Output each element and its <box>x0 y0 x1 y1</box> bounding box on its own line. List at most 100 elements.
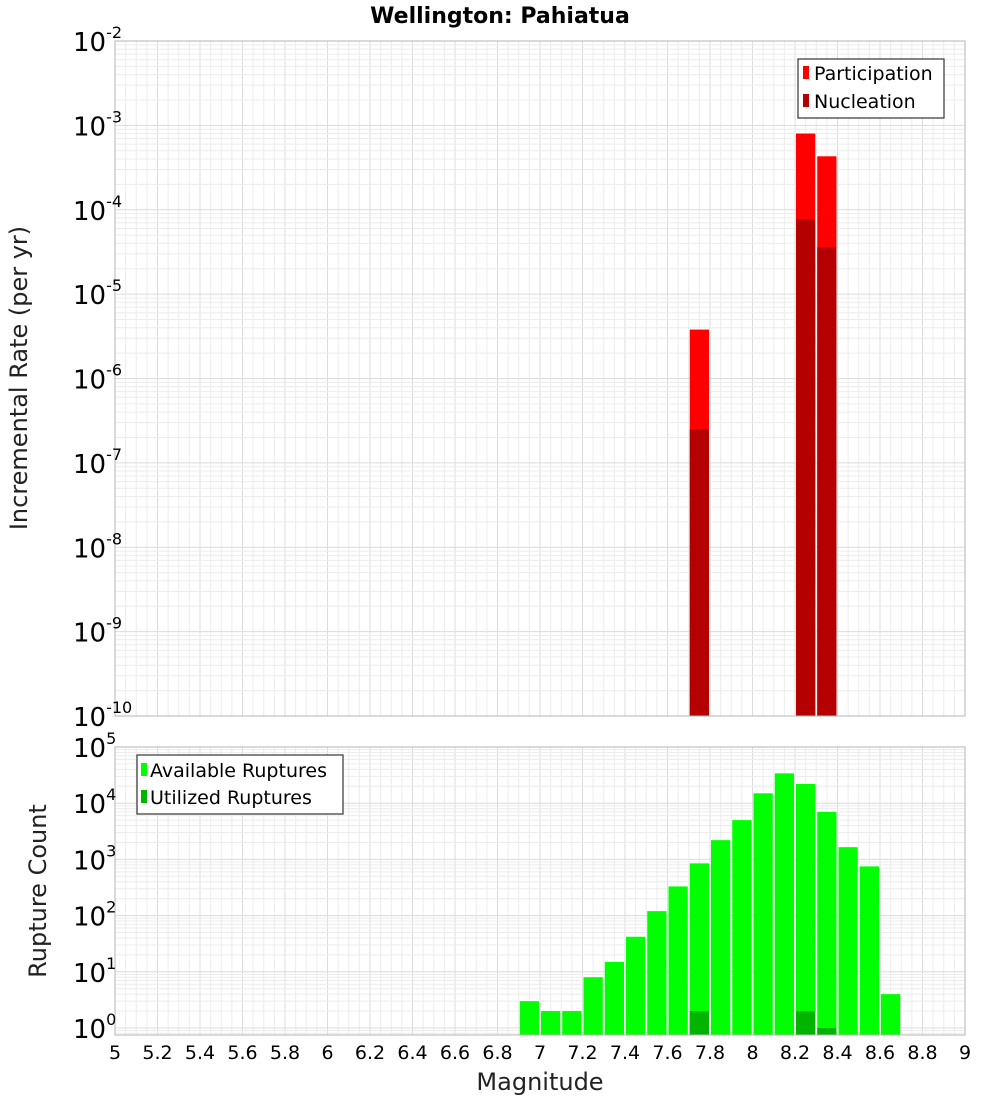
y-tick-base: 10 <box>73 450 106 480</box>
y-tick-exponent: -3 <box>106 107 122 126</box>
available-ruptures-bar <box>583 977 603 1035</box>
y-tick-base: 10 <box>73 959 106 989</box>
y-tick-base: 10 <box>73 534 106 564</box>
count-y-tick-label: 101 <box>73 954 116 989</box>
rate-y-ticks: 10-210-310-410-510-610-710-810-910-10 <box>73 23 132 733</box>
x-tick-label: 8.2 <box>780 1042 810 1064</box>
x-tick-label: 7.2 <box>567 1042 597 1064</box>
y-tick-exponent: -8 <box>106 529 122 548</box>
y-tick-exponent: 0 <box>106 1010 116 1029</box>
count-bars <box>519 773 901 1035</box>
available-ruptures-bar <box>541 1011 561 1035</box>
nucleation-bar <box>817 247 837 716</box>
available-ruptures-bar <box>647 911 667 1035</box>
y-tick-exponent: 4 <box>106 785 116 804</box>
x-tick-label: 7.4 <box>610 1042 640 1064</box>
y-tick-exponent: 5 <box>106 729 116 748</box>
available-ruptures-bar <box>689 863 709 1035</box>
y-tick-base: 10 <box>73 619 106 649</box>
chart-title: Wellington: Pahiatua <box>370 4 630 29</box>
rate-y-tick-label: 10-3 <box>73 107 122 142</box>
available-ruptures-bar <box>732 820 752 1035</box>
x-axis-label: Magnitude <box>476 1068 603 1096</box>
available-ruptures-bar <box>774 773 794 1035</box>
rate-legend-box <box>797 58 945 119</box>
rate-y-tick-label: 10-2 <box>73 23 122 58</box>
rate-y-tick-label: 10-5 <box>73 276 122 311</box>
count-y-axis-label: Rupture Count <box>24 804 52 978</box>
utilized-ruptures-bar <box>689 1011 709 1035</box>
rate-plot-frame <box>114 40 966 717</box>
x-tick-label: 7 <box>534 1042 546 1064</box>
y-tick-base: 10 <box>73 703 106 733</box>
rate-y-tick-label: 10-10 <box>73 698 132 733</box>
rate-y-tick-label: 10-4 <box>73 192 122 227</box>
y-tick-base: 10 <box>73 281 106 311</box>
y-tick-exponent: 2 <box>106 898 116 917</box>
y-tick-base: 10 <box>73 197 106 227</box>
available-ruptures-bar <box>859 866 879 1035</box>
x-tick-label: 6.4 <box>397 1042 427 1064</box>
x-tick-label: 8.4 <box>822 1042 852 1064</box>
available-ruptures-bar <box>753 793 773 1035</box>
available-ruptures-bar <box>881 994 901 1035</box>
count-y-tick-label: 103 <box>73 841 116 876</box>
x-tick-label: 5 <box>109 1042 121 1064</box>
rate-y-tick-label: 10-6 <box>73 361 122 396</box>
y-tick-base: 10 <box>73 366 106 396</box>
nucleation-bar <box>796 219 816 717</box>
y-tick-base: 10 <box>73 112 106 142</box>
y-tick-base: 10 <box>73 28 106 58</box>
count-y-tick-label: 105 <box>73 729 116 764</box>
y-tick-base: 10 <box>73 1015 106 1045</box>
count-y-tick-label: 100 <box>73 1010 116 1045</box>
y-tick-exponent: -7 <box>106 445 122 464</box>
rate-legend: Participation Nucleation <box>797 58 945 119</box>
y-tick-exponent: -4 <box>106 192 122 211</box>
available-ruptures-bar <box>562 1011 582 1035</box>
x-tick-label: 8 <box>746 1042 758 1064</box>
available-ruptures-bar <box>711 840 731 1035</box>
nucleation-legend-label: Nucleation <box>814 91 916 113</box>
utilized-legend-swatch <box>141 790 147 803</box>
count-legend-box <box>136 754 344 815</box>
y-tick-exponent: 1 <box>106 954 116 973</box>
rate-grid <box>114 40 966 717</box>
count-y-tick-label: 104 <box>73 785 116 820</box>
rate-y-tick-label: 10-9 <box>73 614 122 649</box>
rate-y-tick-label: 10-7 <box>73 445 122 480</box>
count-legend: Available Ruptures Utilized Ruptures <box>136 754 344 815</box>
x-tick-label: 8.8 <box>907 1042 937 1064</box>
available-ruptures-bar <box>668 886 688 1035</box>
y-tick-exponent: 3 <box>106 841 116 860</box>
rate-y-tick-label: 10-8 <box>73 529 122 564</box>
x-tick-label: 5.2 <box>142 1042 172 1064</box>
available-ruptures-bar <box>796 783 816 1035</box>
x-tick-label: 5.4 <box>185 1042 215 1064</box>
y-tick-exponent: -9 <box>106 614 122 633</box>
y-tick-base: 10 <box>73 790 106 820</box>
available-ruptures-bar <box>838 847 858 1035</box>
utilized-legend-label: Utilized Ruptures <box>150 787 312 809</box>
y-tick-base: 10 <box>73 903 106 933</box>
y-tick-exponent: -2 <box>106 23 122 42</box>
x-tick-label: 6.8 <box>482 1042 512 1064</box>
y-tick-base: 10 <box>73 846 106 876</box>
nucleation-legend-swatch <box>803 94 809 107</box>
y-tick-exponent: -6 <box>106 361 122 380</box>
available-ruptures-bar <box>604 961 624 1035</box>
y-tick-exponent: -10 <box>106 698 132 717</box>
count-y-tick-label: 102 <box>73 898 116 933</box>
available-ruptures-bar <box>817 811 837 1035</box>
y-tick-exponent: -5 <box>106 276 122 295</box>
participation-legend-swatch <box>803 66 809 79</box>
rate-bars <box>689 133 837 717</box>
rate-y-axis-label: Incremental Rate (per yr) <box>5 226 33 530</box>
nucleation-bar <box>689 429 709 716</box>
x-tick-label: 9 <box>959 1042 971 1064</box>
x-tick-label: 8.6 <box>865 1042 895 1064</box>
x-tick-label: 7.6 <box>652 1042 682 1064</box>
